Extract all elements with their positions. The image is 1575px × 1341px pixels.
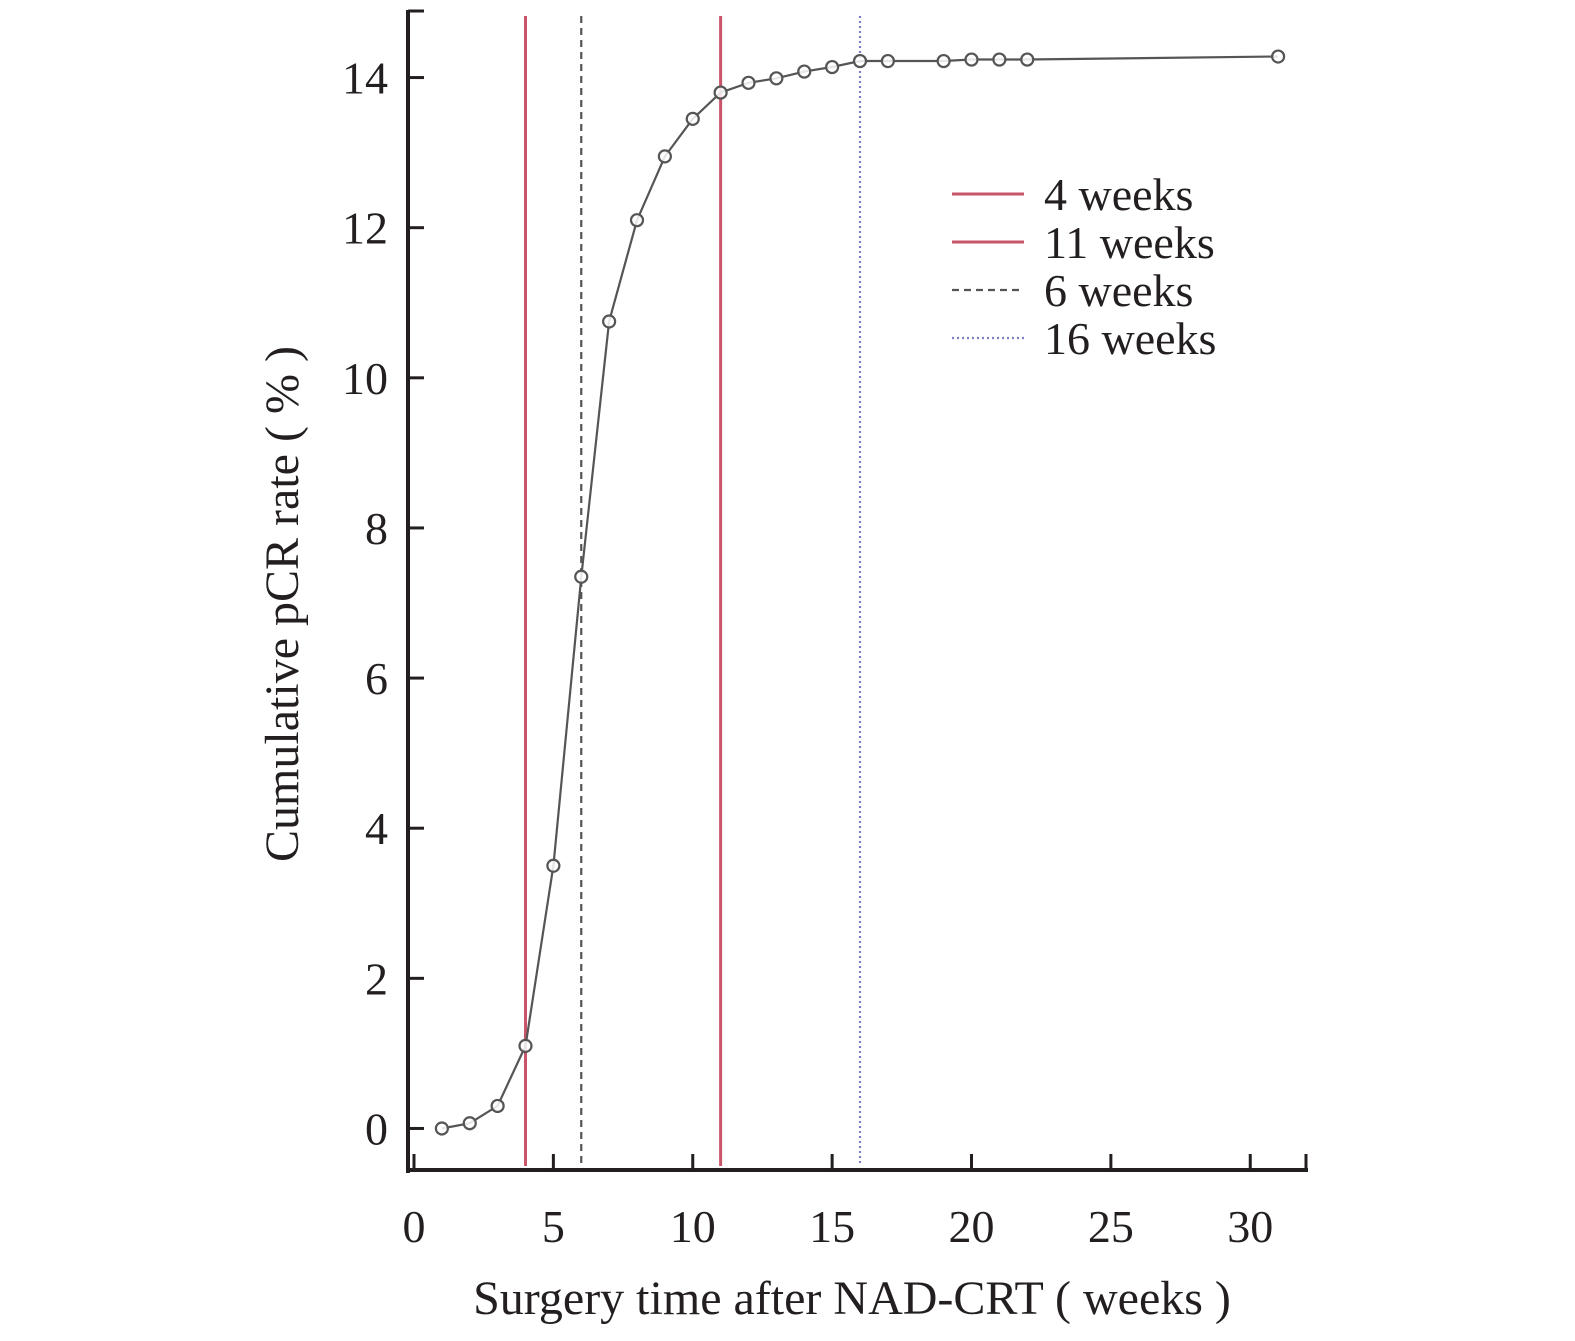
data-point xyxy=(936,53,951,69)
data-point xyxy=(629,213,645,228)
x-tick-label: 30 xyxy=(1227,1201,1273,1252)
legend-label-3: 16 weeks xyxy=(1044,313,1216,364)
y-tick-label: 14 xyxy=(342,53,388,104)
x-axis-label: Surgery time after NAD-CRT ( weeks ) xyxy=(473,1272,1231,1325)
data-point xyxy=(574,569,589,584)
y-tick-label: 8 xyxy=(365,503,388,554)
data-point xyxy=(880,53,895,69)
data-point xyxy=(964,52,979,67)
data-point xyxy=(992,52,1007,67)
data-point xyxy=(685,111,700,126)
data-series xyxy=(434,49,1286,1136)
data-point xyxy=(852,53,868,69)
data-point xyxy=(602,314,617,329)
data-point xyxy=(825,59,840,75)
data-point xyxy=(769,71,784,86)
data-point xyxy=(462,1116,477,1131)
x-tick-label: 10 xyxy=(670,1201,716,1252)
data-point xyxy=(518,1038,533,1053)
data-point xyxy=(741,75,756,90)
axes: 0 2 4 6 8 10 12 14 0 5 10 15 20 25 30 xyxy=(342,9,1308,1252)
reference-lines xyxy=(524,16,862,1166)
data-point xyxy=(657,149,672,164)
legend-label-2: 6 weeks xyxy=(1044,265,1193,316)
y-tick-label: 10 xyxy=(342,353,388,404)
y-axis-label: Cumulative pCR rate ( % ) xyxy=(256,346,309,862)
y-tick-label: 0 xyxy=(365,1103,388,1154)
y-tick-label: 2 xyxy=(365,953,388,1004)
data-point xyxy=(490,1098,505,1114)
series-line-0 xyxy=(441,55,1279,1130)
data-point xyxy=(1020,52,1035,67)
x-tick-label: 0 xyxy=(403,1201,426,1252)
y-tick-label: 12 xyxy=(342,203,388,254)
legend-label-1: 11 weeks xyxy=(1044,217,1215,268)
x-tick-label: 15 xyxy=(809,1201,855,1252)
data-point xyxy=(546,858,561,873)
data-point xyxy=(713,85,728,100)
data-point xyxy=(1271,49,1286,64)
x-tick-label: 20 xyxy=(949,1201,995,1252)
legend-label-0: 4 weeks xyxy=(1044,169,1193,220)
data-point xyxy=(434,1121,449,1136)
y-tick-label: 6 xyxy=(365,653,388,704)
y-tick-label: 4 xyxy=(365,803,388,854)
data-point xyxy=(797,64,812,79)
x-tick-label: 5 xyxy=(542,1201,565,1252)
x-tick-label: 25 xyxy=(1088,1201,1134,1252)
